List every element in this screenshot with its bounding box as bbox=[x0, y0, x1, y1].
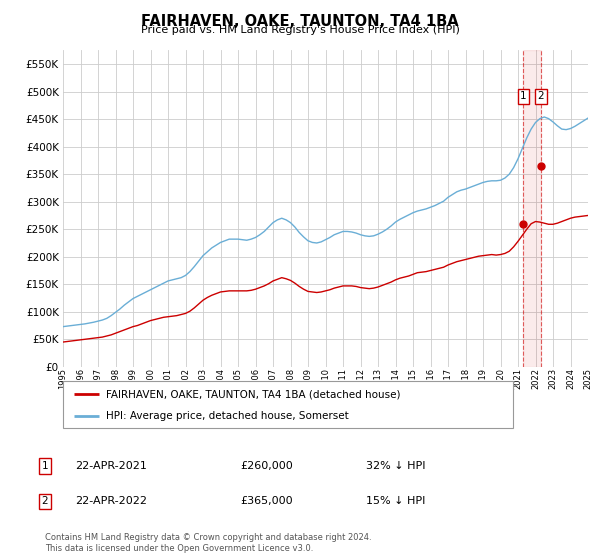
Text: Contains HM Land Registry data © Crown copyright and database right 2024.
This d: Contains HM Land Registry data © Crown c… bbox=[45, 533, 371, 553]
Text: 2: 2 bbox=[538, 91, 544, 101]
Text: £365,000: £365,000 bbox=[240, 496, 293, 506]
Text: 22-APR-2021: 22-APR-2021 bbox=[75, 461, 147, 471]
Text: HPI: Average price, detached house, Somerset: HPI: Average price, detached house, Some… bbox=[106, 411, 349, 421]
Bar bbox=[523, 50, 541, 367]
Text: 22-APR-2022: 22-APR-2022 bbox=[75, 496, 147, 506]
Text: 1: 1 bbox=[520, 91, 527, 101]
Text: 32% ↓ HPI: 32% ↓ HPI bbox=[366, 461, 425, 471]
Text: FAIRHAVEN, OAKE, TAUNTON, TA4 1BA (detached house): FAIRHAVEN, OAKE, TAUNTON, TA4 1BA (detac… bbox=[106, 389, 400, 399]
Text: Price paid vs. HM Land Registry's House Price Index (HPI): Price paid vs. HM Land Registry's House … bbox=[140, 25, 460, 35]
Text: 15% ↓ HPI: 15% ↓ HPI bbox=[366, 496, 425, 506]
Text: FAIRHAVEN, OAKE, TAUNTON, TA4 1BA: FAIRHAVEN, OAKE, TAUNTON, TA4 1BA bbox=[141, 14, 459, 29]
Text: £260,000: £260,000 bbox=[240, 461, 293, 471]
Text: 1: 1 bbox=[41, 461, 49, 471]
Text: 2: 2 bbox=[41, 496, 49, 506]
